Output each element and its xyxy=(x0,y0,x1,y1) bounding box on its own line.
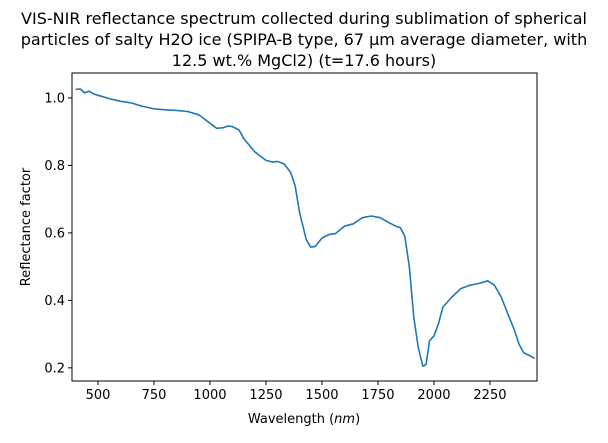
x-tick-label: 1750 xyxy=(361,388,394,403)
x-tick-label: 2250 xyxy=(473,388,506,403)
y-tick-label: 0.6 xyxy=(44,226,65,241)
plot-frame xyxy=(71,72,538,382)
y-tick-label: 0.8 xyxy=(44,159,65,174)
chart-title: VIS-NIR reflectance spectrum collected d… xyxy=(21,9,587,70)
y-tick-label: 1.0 xyxy=(44,91,65,106)
y-tick-label: 0.2 xyxy=(44,361,65,376)
x-tick-label: 500 xyxy=(86,388,111,403)
y-axis-label: Reflectance factor xyxy=(19,167,34,286)
x-axis-label: Wavelength (nm) xyxy=(248,412,360,427)
x-tick-label: 750 xyxy=(142,388,167,403)
x-tick-label: 2000 xyxy=(417,388,450,403)
y-axis: 0.2 0.4 0.6 0.8 1.0 xyxy=(44,91,72,376)
x-axis: 500 750 1000 1250 1500 1750 2000 2250 xyxy=(86,381,507,403)
series-line xyxy=(75,88,536,367)
x-tick-label: 1000 xyxy=(193,388,226,403)
title-line-1: VIS-NIR reflectance spectrum collected d… xyxy=(21,9,587,28)
x-tick-label: 1250 xyxy=(249,388,282,403)
title-line-2: particles of salty H2O ice (SPIPA-B type… xyxy=(21,30,587,49)
x-tick-label: 1500 xyxy=(305,388,338,403)
y-tick-label: 0.4 xyxy=(44,294,65,309)
title-line-3: 12.5 wt.% MgCl2) (t=17.6 hours) xyxy=(172,51,436,70)
